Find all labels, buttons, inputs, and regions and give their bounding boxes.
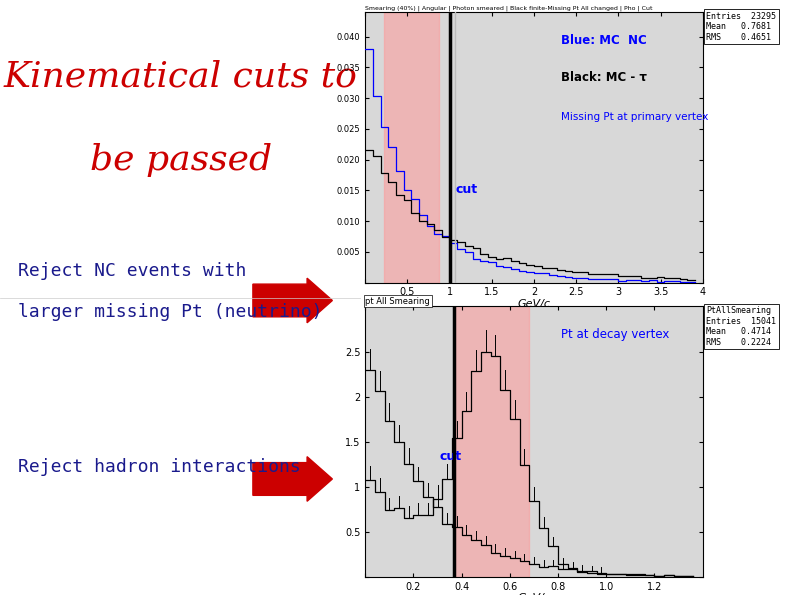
Text: Reject NC events with: Reject NC events with (18, 262, 246, 280)
Text: Kinematical cuts to: Kinematical cuts to (4, 60, 357, 93)
Text: pt All Smearing: pt All Smearing (365, 297, 430, 306)
Text: Smearing (40%) | Angular | Photon smeared | Black finite-Missing Pt All changed : Smearing (40%) | Angular | Photon smeare… (365, 5, 653, 11)
Bar (384, 12, 440, 283)
Text: Missing Pt at primary vertex: Missing Pt at primary vertex (561, 112, 708, 122)
Text: PtAllSmearing
Entries  15041
Mean   0.4714
RMS    0.2224: PtAllSmearing Entries 15041 Mean 0.4714 … (706, 306, 776, 347)
FancyArrow shape (252, 278, 333, 322)
X-axis label: GeV/c: GeV/c (518, 299, 550, 309)
Text: Reject hadron interactions: Reject hadron interactions (18, 458, 301, 476)
Bar (454, 306, 529, 577)
FancyArrow shape (252, 457, 333, 501)
Text: larger missing Pt (neutrino): larger missing Pt (neutrino) (18, 303, 322, 321)
Text: cut: cut (456, 183, 478, 196)
Text: cut: cut (440, 450, 462, 464)
Text: be passed: be passed (90, 143, 272, 177)
X-axis label: GeV/c: GeV/c (518, 593, 550, 595)
Text: Blue: MC  NC: Blue: MC NC (561, 33, 646, 46)
Text: Black: MC - τ: Black: MC - τ (561, 71, 647, 84)
Text: Entries  23295
Mean   0.7681
RMS    0.4651: Entries 23295 Mean 0.7681 RMS 0.4651 (706, 12, 776, 42)
Text: Pt at decay vertex: Pt at decay vertex (561, 328, 669, 341)
